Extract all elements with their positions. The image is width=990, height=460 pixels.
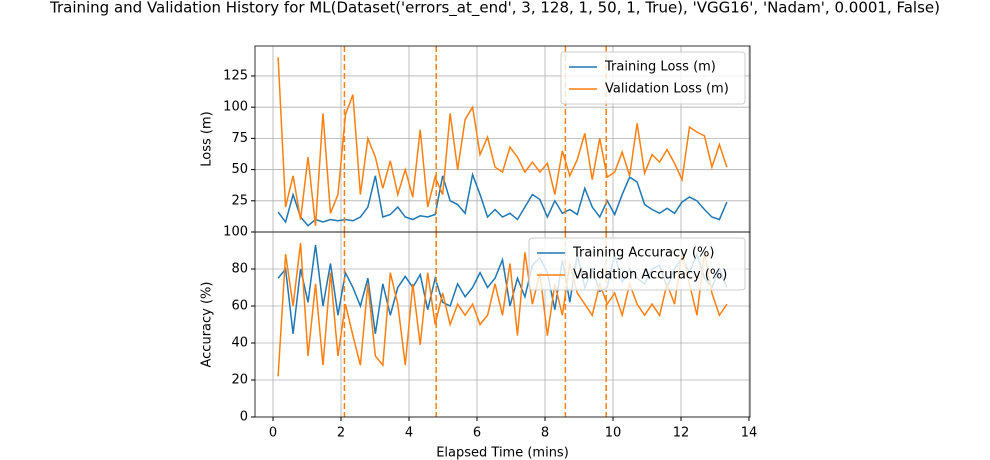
chart-title: Training and Validation History for ML(D… <box>49 0 940 18</box>
legend-label: Training Loss (m) <box>604 60 716 75</box>
legend-label: Validation Accuracy (%) <box>573 268 727 283</box>
y-tick-label: 100 <box>223 225 248 240</box>
x-tick-label: 2 <box>337 426 345 441</box>
y-tick-label: 75 <box>231 131 248 146</box>
y-tick-label: 125 <box>223 68 248 83</box>
legend-label: Training Accuracy (%) <box>572 246 714 261</box>
x-tick-label: 12 <box>673 426 690 441</box>
y-tick-label: 60 <box>231 299 248 314</box>
x-tick-label: 4 <box>405 426 413 441</box>
x-axis-label: Elapsed Time (mins) <box>436 446 569 460</box>
y-tick-label: 80 <box>231 262 248 277</box>
y-tick-label: 0 <box>240 410 248 425</box>
x-tick-label: 6 <box>473 426 481 441</box>
y-tick-label: 40 <box>231 336 248 351</box>
series-line <box>277 243 728 377</box>
axes-frame <box>254 231 751 418</box>
series-line <box>277 57 728 226</box>
y-axis-label: Loss (m) <box>200 111 215 166</box>
y-tick-label: 25 <box>231 193 248 208</box>
x-tick-label: 0 <box>269 426 277 441</box>
legend-box <box>560 51 746 105</box>
x-tick-label: 8 <box>541 426 549 441</box>
plot-area <box>277 57 728 227</box>
x-tick-label: 10 <box>605 426 622 441</box>
legend-box <box>528 237 746 291</box>
y-tick-label: 50 <box>231 162 248 177</box>
y-axis-label: Accuracy (%) <box>200 282 215 368</box>
y-tick-label: 20 <box>231 373 248 388</box>
legend-label: Validation Loss (m) <box>605 82 729 97</box>
x-tick-label: 14 <box>741 426 758 441</box>
series-line <box>277 171 728 227</box>
y-tick-label: 100 <box>223 100 248 115</box>
